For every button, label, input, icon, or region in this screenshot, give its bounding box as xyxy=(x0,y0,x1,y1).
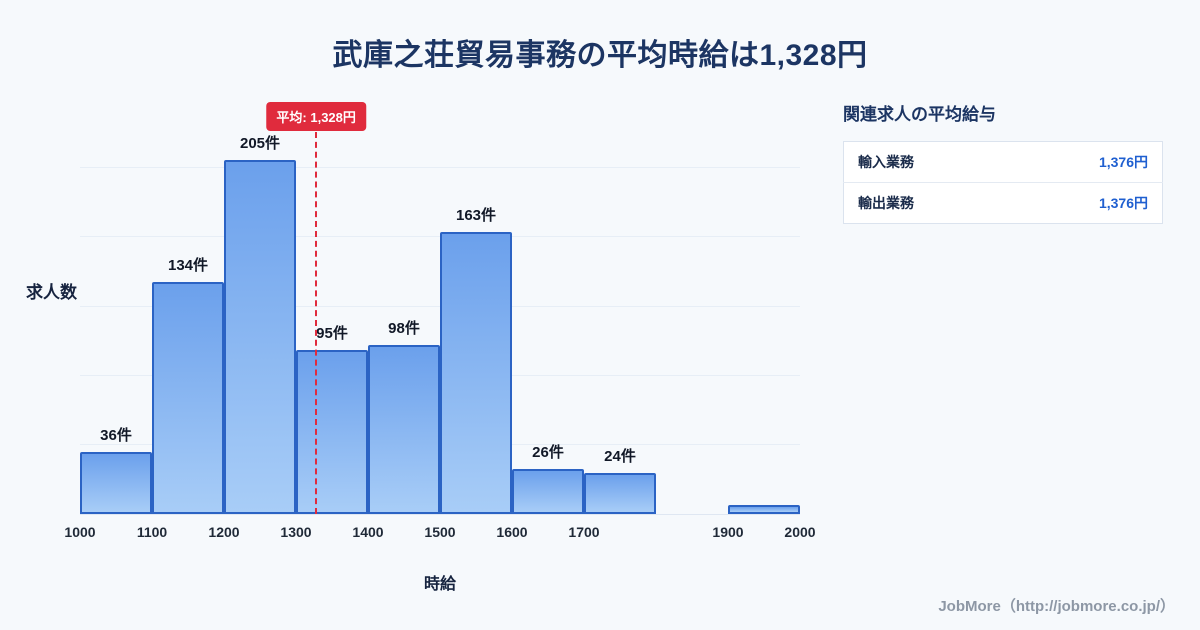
job-wage-value: 1,376円 xyxy=(1098,195,1148,211)
y-axis-label: 求人数 xyxy=(26,283,77,302)
histogram-bar xyxy=(368,344,440,514)
x-tick-label: 1400 xyxy=(352,524,384,540)
table-row: 輸出業務 1,376円 xyxy=(844,183,1163,224)
bar-count-label: 26件 xyxy=(532,444,564,462)
x-tick-label: 1500 xyxy=(424,524,456,540)
bar-count-label: 98件 xyxy=(388,319,420,337)
histogram-bar xyxy=(152,282,224,514)
panel-heading: 関連求人の平均給与 xyxy=(843,105,996,124)
bar-count-label: 36件 xyxy=(100,426,132,444)
mean-badge: 平均: 1,328円 xyxy=(266,102,366,131)
page-title: 武庫之荘貿易事務の平均時給は1,328円 xyxy=(332,39,868,72)
job-type-label: 輸出業務 xyxy=(858,195,914,211)
x-tick-label: 1000 xyxy=(64,524,96,540)
histogram-bar xyxy=(512,469,584,514)
bar-count-label: 24件 xyxy=(604,447,636,465)
hourly-wage-histogram: 36件 134件 205件 95件 98件 163件 26件 24件 1000 1100 1200 1… xyxy=(64,100,816,540)
gridline xyxy=(80,167,800,169)
related-jobs-table: 輸入業務 1,376円 輸出業務 1,376円 xyxy=(843,141,1163,224)
footer-credit: JobMore（http://jobmore.co.jp/） xyxy=(938,598,1175,615)
related-jobs-panel: 関連求人の平均給与 輸入業務 1,376円 輸出業務 1,376円 xyxy=(843,100,1163,224)
histogram-bar xyxy=(440,232,512,514)
x-tick-label: 2000 xyxy=(784,524,816,540)
x-axis-label: 時給 xyxy=(423,576,456,593)
histogram-bar xyxy=(224,159,296,514)
x-tick-label: 1700 xyxy=(568,524,600,540)
mean-line xyxy=(315,132,318,514)
table-row: 輸入業務 1,376円 xyxy=(843,141,1163,183)
bar-count-label: 95件 xyxy=(316,324,348,342)
histogram-bar xyxy=(584,472,656,514)
x-tick-label: 1900 xyxy=(712,524,744,540)
x-tick-label: 1100 xyxy=(136,524,168,540)
x-tick-label: 1200 xyxy=(208,524,240,540)
bar-count-label: 134件 xyxy=(167,257,209,275)
x-tick-label: 1600 xyxy=(496,524,528,540)
histogram-bar xyxy=(728,505,800,514)
bar-count-label: 163件 xyxy=(455,207,497,225)
job-type-label: 輸入業務 xyxy=(843,141,1010,183)
x-tick-label: 1300 xyxy=(280,524,312,540)
histogram-bar xyxy=(80,451,152,514)
bar-count-label: 205件 xyxy=(239,134,281,152)
job-wage-value: 1,376円 xyxy=(1009,141,1163,183)
histogram-bar xyxy=(296,349,368,514)
